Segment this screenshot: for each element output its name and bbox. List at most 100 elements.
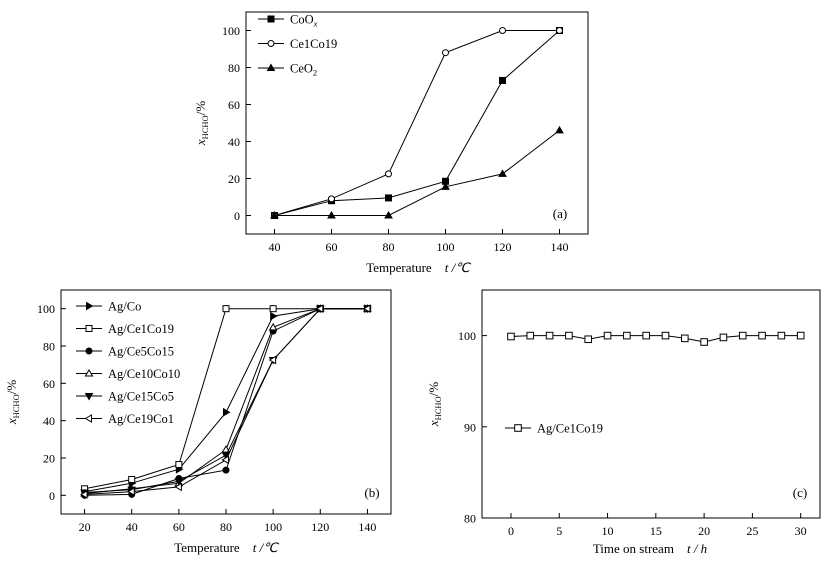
legend-entry-label: CeO2 (290, 62, 317, 78)
y-tick-label: 100 (222, 24, 240, 38)
chart-panel-b: 20 40 60 80 100 120 140 0 20 40 60 80 100 Temperature… (4, 289, 392, 555)
data-point (719, 333, 728, 342)
y-tick-label: 60 (228, 98, 240, 112)
plot-frame (245, 11, 589, 235)
data-point (268, 322, 278, 331)
data-point (661, 331, 670, 340)
x-axis-title: Temperature t /℃ (174, 540, 279, 555)
y-tick-label: 100 (458, 329, 476, 343)
data-point (327, 211, 336, 219)
legend-entry-label: Ag/Ce10Co10 (108, 367, 180, 381)
legend-entry-label: Ag/Co (108, 300, 141, 314)
x-tick-label: 100 (437, 240, 455, 254)
legend-swatch-marker (84, 414, 92, 423)
legend-swatch-marker (267, 15, 275, 23)
data-point (328, 195, 335, 203)
series-line (274, 30, 560, 216)
legend-entry-label: CoOx (290, 13, 318, 29)
data-point (174, 482, 182, 492)
x-tick-label: 80 (383, 240, 395, 254)
legend-swatch-marker (86, 301, 94, 311)
data-point (384, 211, 393, 219)
legend-swatch-marker (85, 347, 93, 355)
x-tick-label: 120 (311, 520, 329, 534)
x-tick-label: 120 (494, 240, 512, 254)
data-point (584, 335, 593, 344)
series-ce1co19: Ce1Co19 (258, 27, 563, 219)
data-point (738, 331, 747, 340)
legend-entry-label: Ag/Ce5Co15 (108, 345, 174, 359)
x-tick-label: 20 (79, 520, 91, 534)
legend-swatch-marker (267, 40, 275, 47)
data-point (545, 331, 554, 340)
y-tick-label: 0 (234, 209, 240, 223)
x-tick-label: 30 (795, 524, 807, 538)
legend-swatch-marker (514, 424, 522, 432)
y-axis-title: xHCHO/% (193, 101, 210, 146)
x-tick-label: 140 (358, 520, 376, 534)
data-point (498, 169, 507, 177)
data-point (222, 305, 230, 313)
legend-entry-label: Ag/Ce1Co19 (108, 322, 174, 336)
panel-label: (a) (553, 206, 567, 221)
x-tick-label: 140 (551, 240, 569, 254)
x-tick-label: 60 (326, 240, 338, 254)
y-tick-label: 40 (43, 414, 55, 428)
x-tick-label: 60 (173, 520, 185, 534)
y-tick-label: 20 (43, 452, 55, 466)
data-point (385, 194, 392, 202)
x-tick-label: 5 (556, 524, 562, 538)
y-tick-label: 20 (228, 172, 240, 186)
data-point (796, 331, 805, 340)
data-point (80, 490, 88, 499)
legend-entry-label: Ce1Co19 (290, 37, 337, 51)
y-tick-label: 40 (228, 135, 240, 149)
x-tick-label: 40 (126, 520, 138, 534)
data-point (700, 338, 708, 346)
data-point (603, 331, 612, 340)
data-point (222, 466, 230, 474)
y-tick-label: 80 (464, 512, 476, 526)
data-point (223, 407, 231, 417)
y-tick-label: 60 (43, 377, 55, 391)
data-point (315, 304, 324, 314)
data-point (499, 27, 506, 34)
y-axis-title: xHCHO/% (4, 380, 21, 425)
data-point (507, 332, 515, 341)
panel-label: (c) (793, 485, 807, 500)
data-point (681, 334, 689, 343)
x-tick-label: 100 (264, 520, 282, 534)
data-point (128, 475, 136, 483)
panel-label: (b) (364, 485, 379, 500)
data-point (385, 170, 392, 178)
data-point (362, 304, 371, 314)
series-ceo: CeO2 (258, 62, 564, 219)
data-point (555, 125, 564, 134)
data-point (174, 478, 184, 486)
legend-entry-label: Ag/Ce19Co1 (108, 412, 174, 426)
series-line (274, 130, 560, 216)
x-tick-label: 20 (698, 524, 710, 538)
data-point (270, 311, 278, 321)
series-line (510, 335, 801, 343)
data-point (441, 182, 450, 190)
series-ag-ce19co1: Ag/Ce19Co1 (76, 304, 371, 499)
chart-panel-c: 0 5 10 15 20 25 30 80 90 100 Time on stream t / h x… (426, 289, 821, 556)
y-tick-label: 80 (43, 340, 55, 354)
series-line (274, 30, 560, 216)
y-tick-label: 80 (228, 61, 240, 75)
data-point (175, 461, 183, 469)
x-axis-title: Temperature t /℃ (366, 260, 471, 275)
x-tick-label: 10 (602, 524, 614, 538)
data-point (758, 331, 766, 340)
y-tick-label: 90 (464, 420, 476, 434)
data-point (623, 331, 631, 340)
data-point (642, 331, 650, 340)
y-axis-title: xHCHO/% (426, 382, 443, 427)
data-point (221, 455, 229, 465)
data-point (556, 27, 563, 34)
x-tick-label: 40 (269, 240, 281, 254)
data-point (777, 331, 786, 340)
data-point (269, 305, 277, 313)
